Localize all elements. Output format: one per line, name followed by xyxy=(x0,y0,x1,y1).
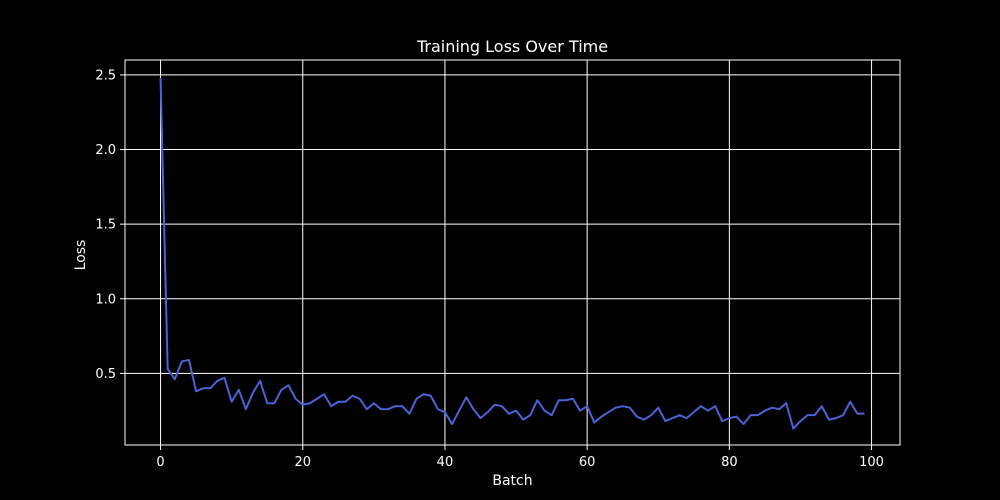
y-tick-label: 2.0 xyxy=(95,143,116,158)
loss-series-line xyxy=(159,77,865,430)
y-tick-label: 2.5 xyxy=(95,68,116,83)
y-tick-label: 1.5 xyxy=(95,218,116,233)
x-tick-label: 0 xyxy=(156,455,164,470)
y-tick-label: 0.5 xyxy=(95,367,116,382)
x-tick-label: 100 xyxy=(859,455,884,470)
plot-frame xyxy=(124,59,901,446)
x-tick-label: 80 xyxy=(721,455,738,470)
series-layer xyxy=(159,77,865,430)
ticks-layer: 0 20 40 60 80 100 0.5 1.0 1.5 2.0 2.5 xyxy=(95,68,884,470)
x-tick-label: 40 xyxy=(437,455,454,470)
x-axis-label: Batch xyxy=(492,473,532,489)
gridlines xyxy=(125,60,900,445)
x-tick-label: 60 xyxy=(579,455,596,470)
y-tick-label: 1.0 xyxy=(95,292,116,307)
x-tick-label: 20 xyxy=(294,455,311,470)
chart-title: Training Loss Over Time xyxy=(416,37,608,56)
y-axis-label: Loss xyxy=(73,240,89,271)
